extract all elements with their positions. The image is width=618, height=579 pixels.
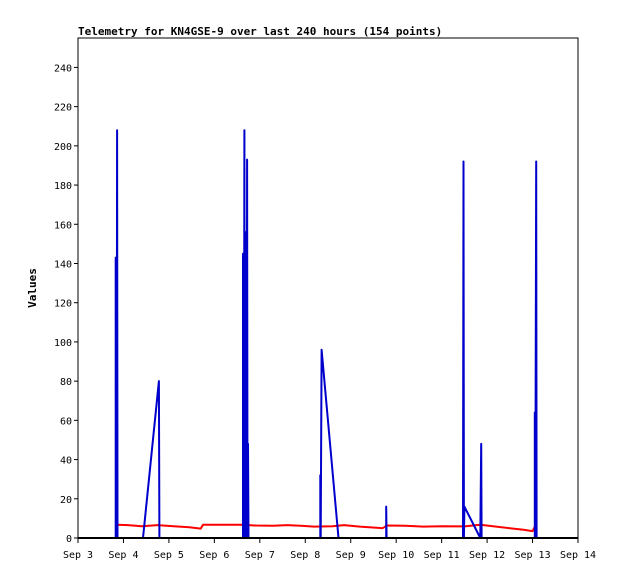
y-tick-label: 180 xyxy=(54,181,72,192)
plot-area xyxy=(77,37,579,539)
x-tick-label: Sep 6 xyxy=(199,550,229,561)
x-tick-label: Sep 7 xyxy=(245,550,275,561)
x-tick-label: Sep 10 xyxy=(378,550,414,561)
y-tick-label: 240 xyxy=(54,63,72,74)
x-tick-label: Sep 9 xyxy=(336,550,366,561)
y-axis: 0 20 40 60 80 100 120 140 160 180 200 220 240 xyxy=(54,63,78,545)
series-line-1 xyxy=(116,523,538,533)
x-tick-label: Sep 13 xyxy=(514,550,550,561)
series-line-2 xyxy=(114,129,538,539)
y-tick-label: 80 xyxy=(60,377,72,388)
y-axis-label: Values xyxy=(26,268,39,308)
y-tick-label: 140 xyxy=(54,259,72,270)
x-axis: Sep 3 Sep 4 Sep 5 Sep 6 Sep 7 Sep 8 Sep 9 Sep 1… xyxy=(63,538,596,561)
y-tick-label: 220 xyxy=(54,103,72,114)
y-tick-label: 200 xyxy=(54,142,72,153)
series-layer xyxy=(114,129,538,539)
x-tick-label: Sep 3 xyxy=(63,550,93,561)
y-tick-label: 60 xyxy=(60,416,72,427)
x-tick-label: Sep 8 xyxy=(290,550,320,561)
y-tick-label: 100 xyxy=(54,338,72,349)
x-tick-label: Sep 12 xyxy=(469,550,505,561)
chart-title: Telemetry for KN4GSE-9 over last 240 hou… xyxy=(78,25,442,38)
y-tick-label: 160 xyxy=(54,220,72,231)
x-tick-label: Sep 5 xyxy=(154,550,184,561)
x-tick-label: Sep 11 xyxy=(424,550,460,561)
x-tick-label: Sep 14 xyxy=(560,550,596,561)
y-tick-label: 40 xyxy=(60,456,72,467)
y-tick-label: 20 xyxy=(60,495,72,506)
y-tick-label: 120 xyxy=(54,299,72,310)
y-tick-label: 0 xyxy=(66,534,72,545)
x-tick-label: Sep 4 xyxy=(108,550,138,561)
